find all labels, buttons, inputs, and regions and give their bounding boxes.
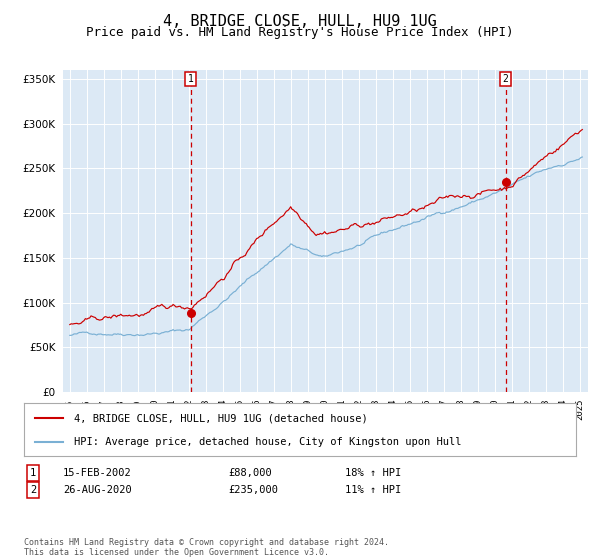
Text: 15-FEB-2002: 15-FEB-2002 xyxy=(63,468,132,478)
Text: 1: 1 xyxy=(188,74,194,84)
Text: 2: 2 xyxy=(30,485,36,495)
Text: 18% ↑ HPI: 18% ↑ HPI xyxy=(345,468,401,478)
Text: Contains HM Land Registry data © Crown copyright and database right 2024.
This d: Contains HM Land Registry data © Crown c… xyxy=(24,538,389,557)
Text: £88,000: £88,000 xyxy=(228,468,272,478)
Text: 1: 1 xyxy=(30,468,36,478)
Text: 4, BRIDGE CLOSE, HULL, HU9 1UG: 4, BRIDGE CLOSE, HULL, HU9 1UG xyxy=(163,14,437,29)
Text: Price paid vs. HM Land Registry's House Price Index (HPI): Price paid vs. HM Land Registry's House … xyxy=(86,26,514,39)
Text: 26-AUG-2020: 26-AUG-2020 xyxy=(63,485,132,495)
Text: HPI: Average price, detached house, City of Kingston upon Hull: HPI: Average price, detached house, City… xyxy=(74,436,461,446)
Text: £235,000: £235,000 xyxy=(228,485,278,495)
Text: 11% ↑ HPI: 11% ↑ HPI xyxy=(345,485,401,495)
Text: 4, BRIDGE CLOSE, HULL, HU9 1UG (detached house): 4, BRIDGE CLOSE, HULL, HU9 1UG (detached… xyxy=(74,413,367,423)
Text: 2: 2 xyxy=(503,74,509,84)
